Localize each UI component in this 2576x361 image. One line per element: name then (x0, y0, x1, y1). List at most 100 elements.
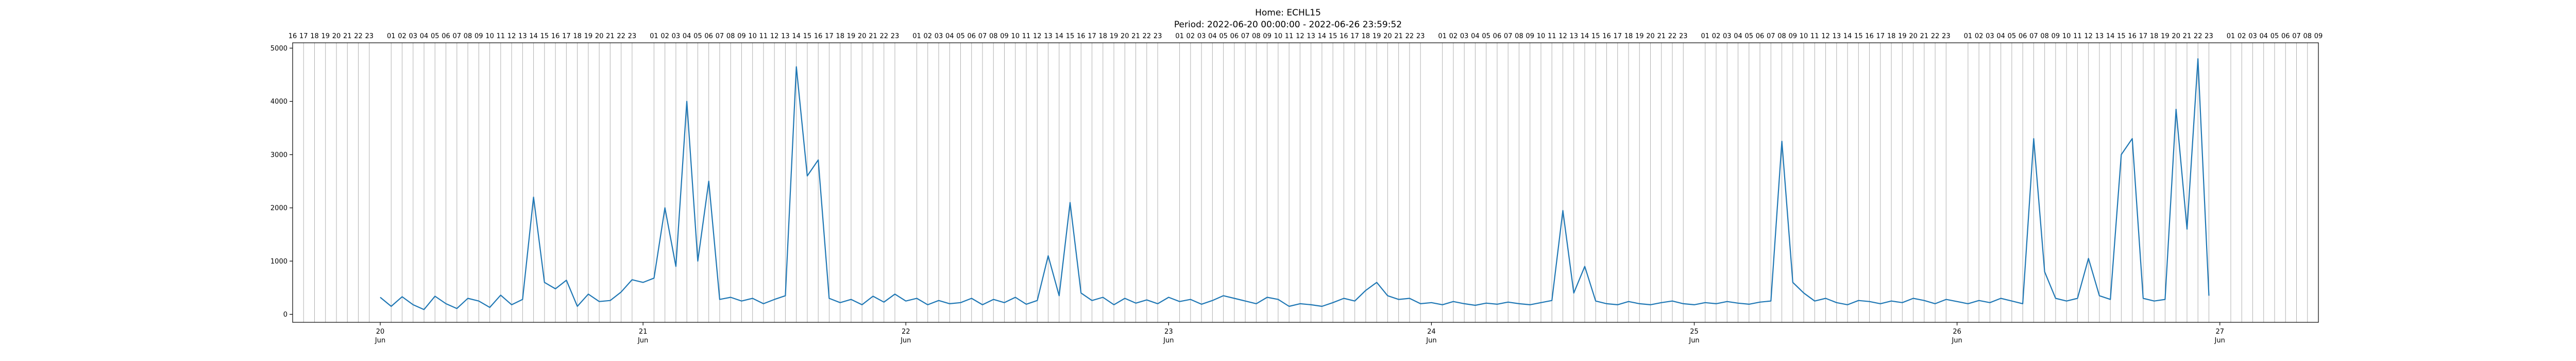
hour-label: 13 (1044, 32, 1053, 40)
hour-label: 04 (1734, 32, 1742, 40)
hour-label: 07 (1767, 32, 1775, 40)
hour-label: 21 (869, 32, 877, 40)
hour-label: 18 (2150, 32, 2159, 40)
hour-label: 07 (2292, 32, 2301, 40)
hour-label: 02 (2238, 32, 2246, 40)
hour-label: 05 (2008, 32, 2016, 40)
x-tick-month-label: Jun (1426, 337, 1436, 344)
hour-label: 08 (726, 32, 735, 40)
hour-label: 12 (770, 32, 779, 40)
hour-label: 13 (1307, 32, 1315, 40)
hour-label: 02 (660, 32, 669, 40)
hour-label: 23 (1679, 32, 1688, 40)
hour-label: 11 (2073, 32, 2082, 40)
hour-label: 08 (2303, 32, 2312, 40)
hour-label: 20 (1646, 32, 1655, 40)
hour-label: 09 (1789, 32, 1798, 40)
hour-label: 09 (737, 32, 746, 40)
hour-label: 13 (1569, 32, 1578, 40)
hour-label: 07 (2029, 32, 2038, 40)
hour-label: 02 (1449, 32, 1458, 40)
hour-label: 20 (1909, 32, 1918, 40)
x-tick-day-label: 27 (2215, 328, 2224, 336)
hour-label: 21 (606, 32, 615, 40)
x-tick-day-label: 20 (376, 328, 385, 336)
x-tick-month-label: Jun (1688, 337, 1699, 344)
hour-label: 04 (420, 32, 429, 40)
chart-subtitle: Period: 2022-06-20 00:00:00 - 2022-06-26… (1174, 20, 1402, 30)
hour-label: 13 (2095, 32, 2104, 40)
hour-label: 05 (1745, 32, 1754, 40)
hour-label: 02 (923, 32, 932, 40)
hour-label: 03 (1460, 32, 1469, 40)
hour-label: 18 (1099, 32, 1108, 40)
hour-label: 21 (1920, 32, 1929, 40)
hour-label: 22 (617, 32, 625, 40)
hour-label: 16 (1340, 32, 1348, 40)
hour-label: 20 (1383, 32, 1392, 40)
hour-label: 06 (2019, 32, 2027, 40)
x-tick-month-label: Jun (375, 337, 385, 344)
hour-label: 07 (453, 32, 462, 40)
hour-label: 18 (310, 32, 319, 40)
hour-label: 16 (814, 32, 823, 40)
hour-label: 02 (398, 32, 406, 40)
hour-label: 06 (1756, 32, 1765, 40)
hour-label: 16 (2128, 32, 2137, 40)
hour-label: 08 (989, 32, 998, 40)
hour-label: 14 (792, 32, 801, 40)
x-tick-month-label: Jun (900, 337, 911, 344)
hour-label: 10 (1011, 32, 1020, 40)
hour-label: 19 (1372, 32, 1381, 40)
hour-gridlines (292, 43, 2319, 322)
hour-label: 09 (1000, 32, 1009, 40)
hour-label: 14 (2106, 32, 2115, 40)
hour-label: 11 (1810, 32, 1819, 40)
hour-label: 20 (2172, 32, 2180, 40)
hour-label: 05 (1482, 32, 1490, 40)
hour-label: 14 (529, 32, 538, 40)
hour-label: 01 (1701, 32, 1709, 40)
hour-label: 21 (2183, 32, 2192, 40)
hour-label: 08 (1515, 32, 1523, 40)
hour-label: 16 (1602, 32, 1611, 40)
hour-label: 22 (354, 32, 363, 40)
hour-label: 15 (1329, 32, 1337, 40)
hour-label: 17 (1088, 32, 1096, 40)
hour-label: 17 (2139, 32, 2148, 40)
hour-label: 05 (693, 32, 702, 40)
hour-label: 23 (1942, 32, 1951, 40)
hour-label: 19 (584, 32, 593, 40)
hour-label: 15 (1591, 32, 1600, 40)
hour-label: 01 (2227, 32, 2235, 40)
hour-label: 21 (1657, 32, 1666, 40)
hour-label: 01 (387, 32, 396, 40)
hour-label: 22 (2194, 32, 2202, 40)
hour-label: 20 (332, 32, 341, 40)
hour-label: 06 (442, 32, 450, 40)
hour-label: 14 (1055, 32, 1064, 40)
hour-label: 04 (2259, 32, 2268, 40)
hour-label: 19 (1898, 32, 1907, 40)
y-axis-ticks: 0 1000 2000 3000 4000 5000 (270, 45, 293, 319)
hour-label: 15 (540, 32, 549, 40)
x-tick-day-label: 24 (1427, 328, 1436, 336)
hour-label: 17 (562, 32, 571, 40)
hour-label: 03 (1986, 32, 1994, 40)
hour-label: 04 (1471, 32, 1480, 40)
hour-label: 05 (2270, 32, 2279, 40)
hour-label: 05 (956, 32, 965, 40)
hour-label: 11 (497, 32, 505, 40)
hour-label: 09 (1526, 32, 1534, 40)
hour-label: 19 (1110, 32, 1118, 40)
hour-label: 03 (672, 32, 681, 40)
hour-label: 10 (2062, 32, 2071, 40)
hour-label: 08 (1777, 32, 1786, 40)
hour-label: 17 (825, 32, 834, 40)
hour-label: 15 (803, 32, 812, 40)
hour-label: 06 (1493, 32, 1502, 40)
series-line (380, 58, 2210, 310)
hour-label: 03 (1723, 32, 1732, 40)
hour-label: 18 (1624, 32, 1633, 40)
